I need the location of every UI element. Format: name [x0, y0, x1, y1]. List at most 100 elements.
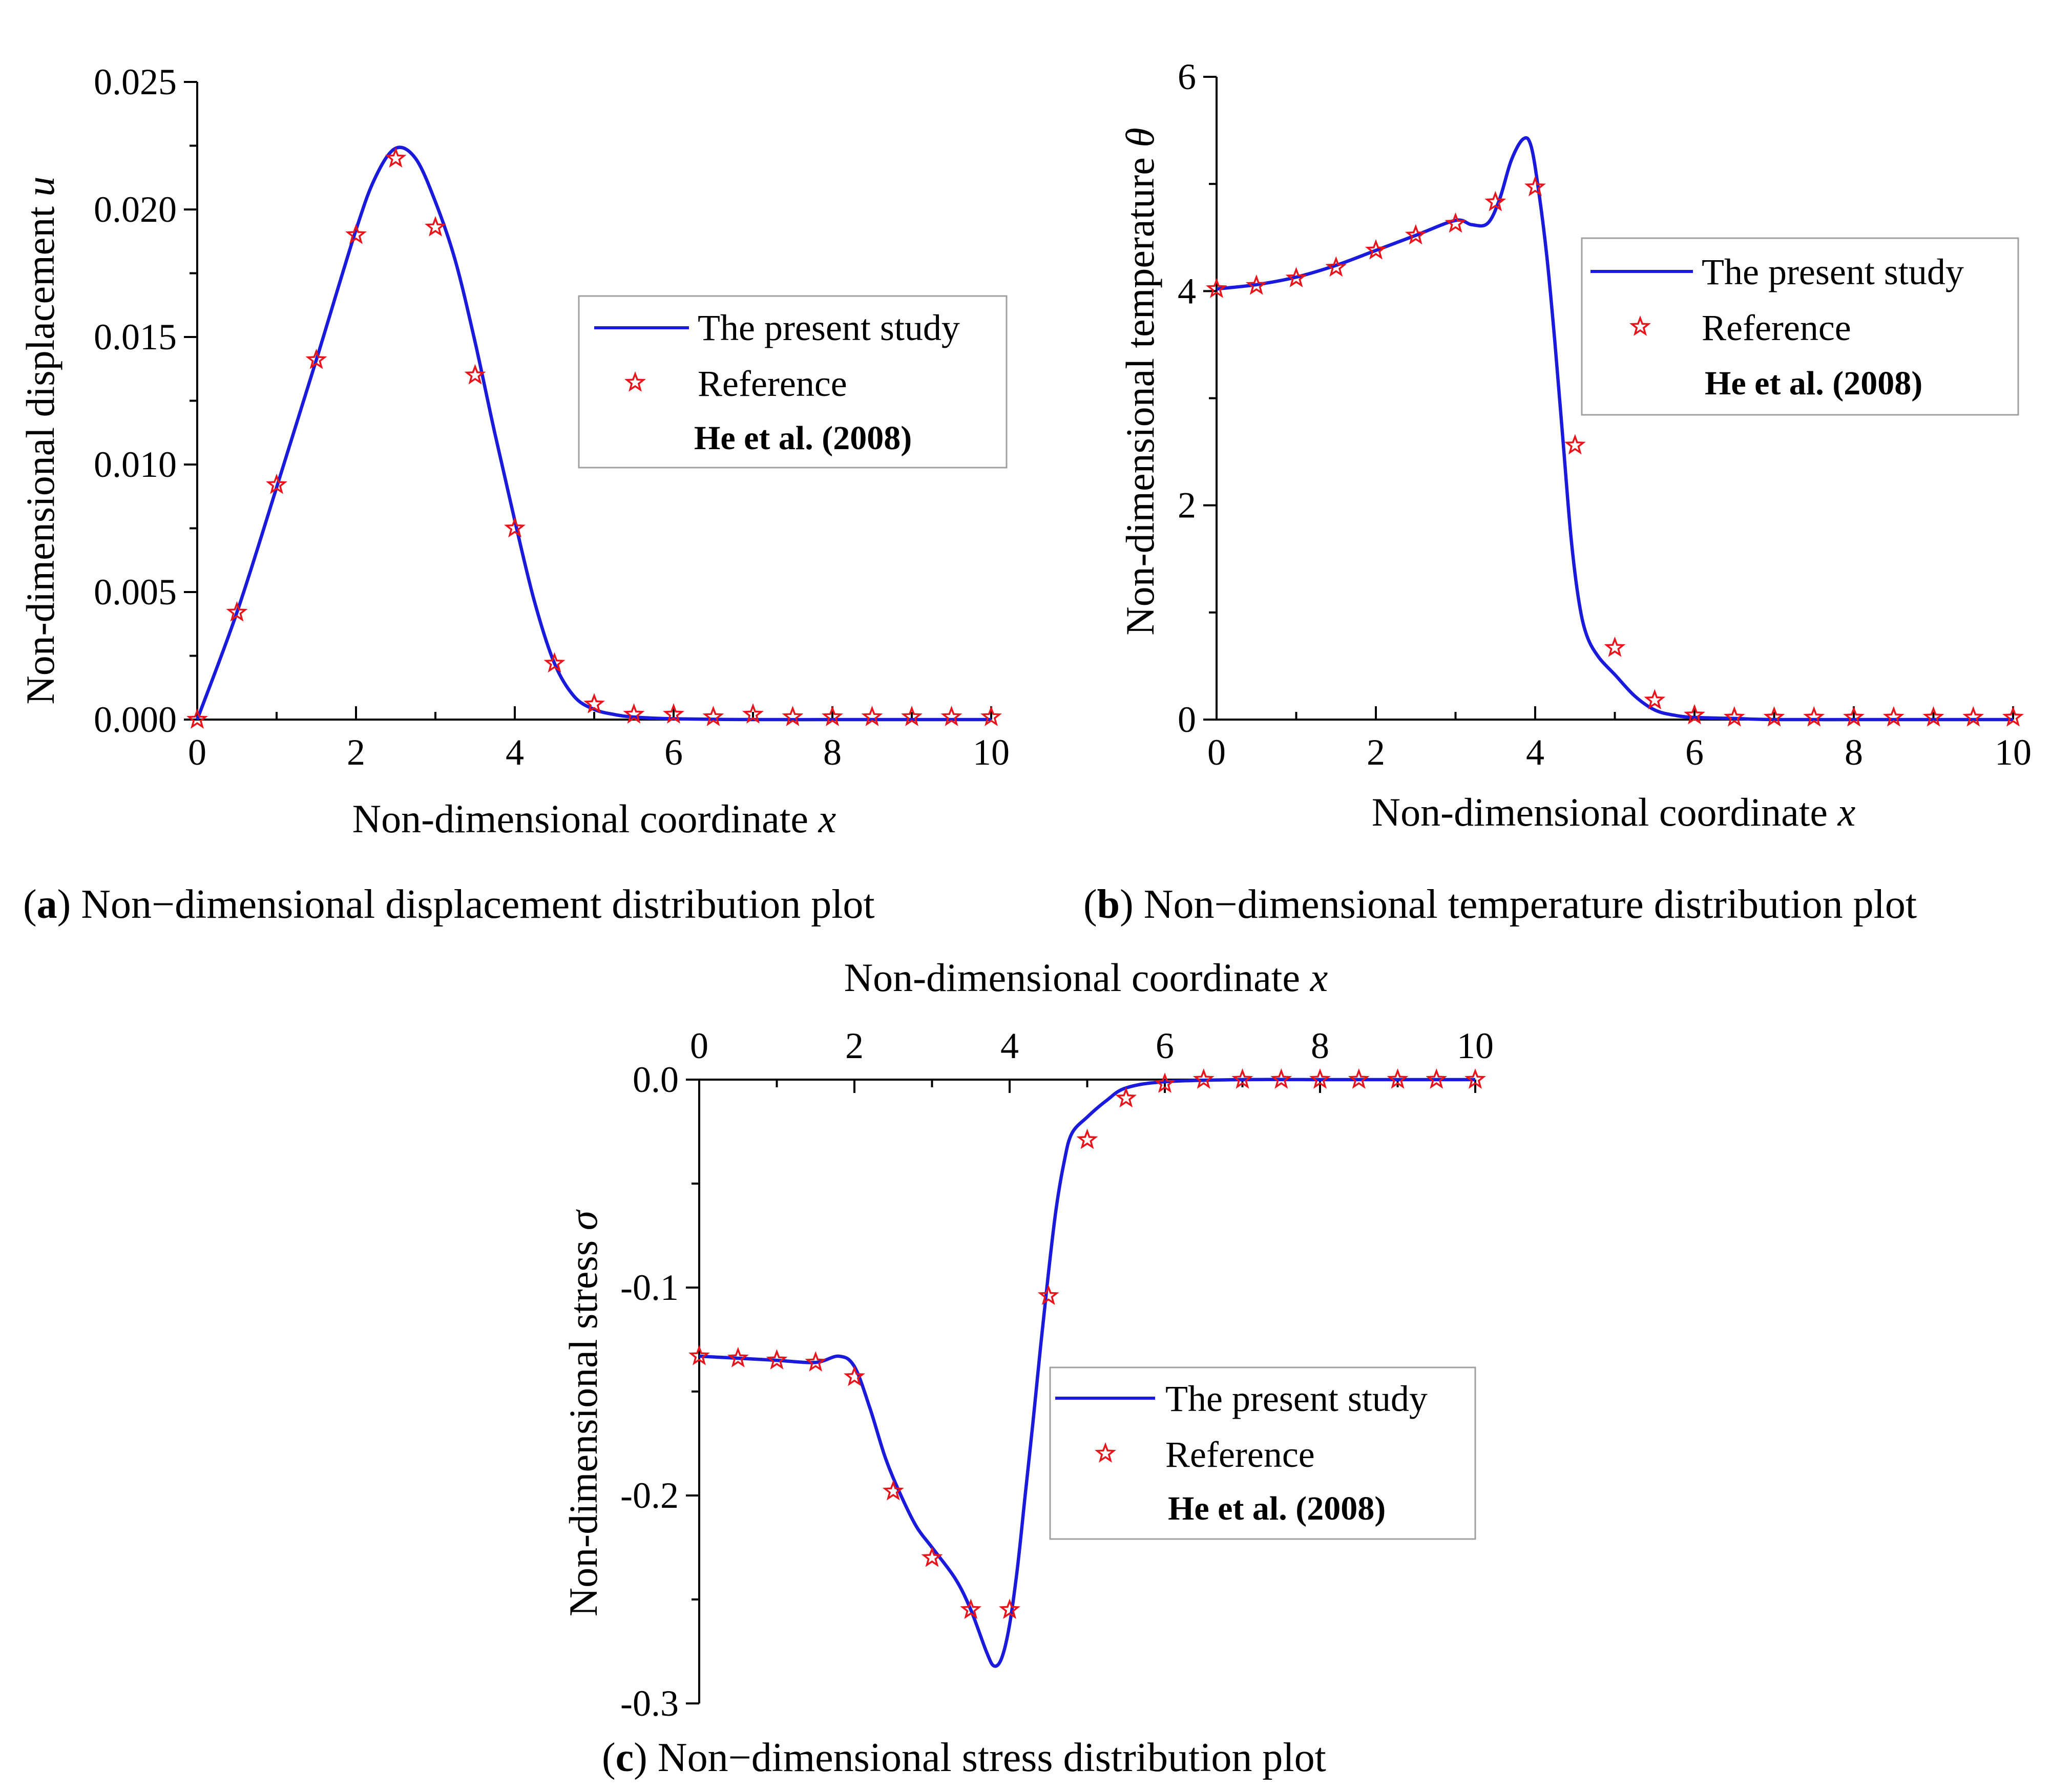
panel-b-x-tick-label: 4	[1526, 732, 1544, 773]
panel-a-reference-marker	[742, 703, 764, 724]
panel-c-reference-marker	[1231, 1068, 1253, 1089]
panel-c-reference-marker	[1270, 1068, 1292, 1089]
panel-a-xlabel-var: x	[818, 796, 836, 841]
panel-c-reference-marker	[1309, 1068, 1331, 1089]
panel-c-legend-marker-label: Reference	[1165, 1434, 1315, 1475]
panel-a-reference-marker	[782, 706, 804, 726]
panel-c-legend-marker-sample	[1095, 1442, 1116, 1463]
panel-b-reference-marker	[1405, 224, 1427, 245]
panel-c-xlabel: Non-dimensional coordinate x	[844, 955, 1328, 1000]
panel-a-reference-marker	[504, 517, 526, 538]
panel-b-y-tick-label: 4	[1178, 270, 1196, 311]
panel-b-reference-marker	[1604, 636, 1626, 657]
panel-a-reference-marker	[265, 473, 288, 494]
panel-c-reference-marker	[688, 1345, 710, 1365]
panel-a-reference-marker	[583, 693, 605, 713]
panel-a-xlabel-text: Non-dimensional coordinate	[352, 796, 819, 841]
panel-c-x-tick-label: 6	[1156, 1025, 1174, 1066]
panel-b-xlabel-text: Non-dimensional coordinate	[1372, 790, 1838, 834]
panel-c-x-tick-label: 8	[1311, 1025, 1329, 1066]
panel-c-xlabel-var: x	[1310, 955, 1328, 1000]
panel-b-ylabel: Non-dimensional temperature θ	[1118, 128, 1162, 635]
panel-b-reference-marker	[1484, 191, 1506, 212]
panel-c-y-tick-label: 0.0	[633, 1059, 679, 1100]
panel-a-ylabel: Non-dimensional displacement u	[18, 176, 62, 704]
panel-b-reference-marker	[1803, 706, 1825, 727]
panel-c-caption-letter: c	[616, 1735, 634, 1780]
panel-b-x-tick-label: 8	[1845, 732, 1863, 773]
panel-c: 0 2 4 6 8 10 0.0 -0.1 -0.2 -0.3 Non-dimensional s…	[561, 955, 1494, 1780]
panel-b-legend-marker-sample	[1629, 315, 1651, 336]
panel-b-reference-marker	[1843, 706, 1865, 727]
panel-a-reference-marker	[662, 703, 685, 724]
panel-b-y-tick-label: 2	[1178, 485, 1196, 526]
panel-b-reference-marker	[1723, 706, 1745, 727]
panel-c-series-layer	[688, 1068, 1486, 1668]
panel-a-reference-marker	[940, 706, 962, 726]
panel-c-x-tick-label: 2	[845, 1025, 864, 1066]
panel-c-legend-line-label: The present study	[1165, 1378, 1428, 1419]
panel-a-y-tick-label: 0.010	[94, 444, 177, 485]
panel-b-legend: The present study Reference He et al. (2…	[1581, 237, 2019, 416]
panel-a-caption-text: Non−dimensional displacement distributio…	[81, 882, 874, 927]
panel-a-reference-marker	[226, 601, 248, 622]
panel-a-ylabel-var: u	[18, 176, 62, 196]
panel-a-legend-marker-sample	[624, 371, 646, 392]
panel-a-reference-marker	[425, 216, 446, 237]
panel-a-y-tick-label: 0.015	[94, 317, 177, 357]
panel-a-gridless-axes: 0 2 4 6 8 10 0.000 0.005 0.010 0.015 0.020 0.025	[94, 61, 1010, 773]
panel-b-reference-marker	[1644, 689, 1666, 710]
panel-a-reference-marker	[464, 364, 486, 385]
panel-a-reference-marker	[861, 706, 883, 726]
panel-a-reference-marker	[702, 706, 724, 726]
panel-a-y-tick-label: 0.025	[94, 61, 177, 102]
panel-a-reference-marker	[623, 703, 645, 724]
panel-b-reference-marker	[1763, 706, 1785, 727]
panel-b-reference-marker	[1445, 212, 1467, 233]
panel-c-reference-marker	[844, 1365, 865, 1386]
panel-a-y-tick-label: 0.005	[94, 572, 177, 613]
panel-b-reference-marker	[1683, 704, 1706, 725]
panel-a-x-tick-label: 8	[823, 732, 842, 773]
panel-b-reference-marker	[1285, 267, 1307, 288]
panel-c-y-tick-label: -0.1	[620, 1267, 679, 1308]
panel-b-reference-marker	[1962, 706, 1984, 727]
panel-b-x-tick-label: 6	[1685, 732, 1704, 773]
panel-b-reference-marker	[1524, 176, 1546, 197]
panel-a-reference-marker	[305, 348, 327, 369]
panel-a-reference-marker	[385, 147, 407, 168]
panel-c-xlabel-text: Non-dimensional coordinate	[844, 955, 1310, 1000]
panel-a-x-tick-label: 6	[664, 732, 683, 773]
panel-c-x-tick-label: 0	[690, 1025, 708, 1066]
panel-b-x-tick-label: 2	[1367, 732, 1385, 773]
panel-b-reference-marker	[1882, 706, 1904, 727]
panel-c-y-tick-label: -0.3	[620, 1683, 679, 1724]
panel-c-legend-note: He et al. (2008)	[1168, 1490, 1386, 1527]
panel-c-reference-marker	[1076, 1128, 1098, 1149]
panel-b-caption-text: Non−dimensional temperature distribution…	[1144, 882, 1917, 927]
panel-a: 0 2 4 6 8 10 0.000 0.005 0.010 0.015 0.020 0.025 No…	[18, 61, 1010, 927]
panel-c-reference-marker	[1154, 1072, 1176, 1093]
panel-c-reference-marker	[960, 1598, 982, 1619]
panel-a-reference-marker	[186, 708, 208, 729]
panel-b-reference-marker	[1325, 256, 1347, 277]
panel-a-series-layer	[186, 145, 1002, 729]
panel-a-reference-marker	[980, 706, 1002, 726]
panel-a-y-tick-label: 0.020	[94, 189, 177, 230]
panel-c-reference-marker	[1115, 1087, 1137, 1108]
panel-b-x-tick-label: 10	[1995, 732, 2032, 773]
panel-a-x-tick-label: 10	[973, 732, 1010, 773]
panel-b-caption: (b) Non−dimensional temperature distribu…	[1083, 882, 1917, 927]
panel-c-reference-marker	[882, 1480, 904, 1501]
panel-a-legend-line-label: The present study	[698, 307, 960, 348]
panel-c-reference-marker	[999, 1598, 1020, 1619]
panel-c-legend-box	[1049, 1366, 1476, 1540]
panel-c-reference-marker	[1464, 1068, 1486, 1089]
panel-c-reference-marker	[727, 1346, 749, 1367]
panel-a-y-tick-label: 0.000	[94, 699, 177, 740]
panel-b-reference-marker	[1206, 278, 1227, 298]
panel-c-ylabel-var: σ	[561, 1209, 605, 1230]
panel-c-caption: (c) Non−dimensional stress distribution …	[602, 1735, 1326, 1780]
panel-c-legend: The present study Reference He et al. (2…	[1049, 1366, 1476, 1540]
